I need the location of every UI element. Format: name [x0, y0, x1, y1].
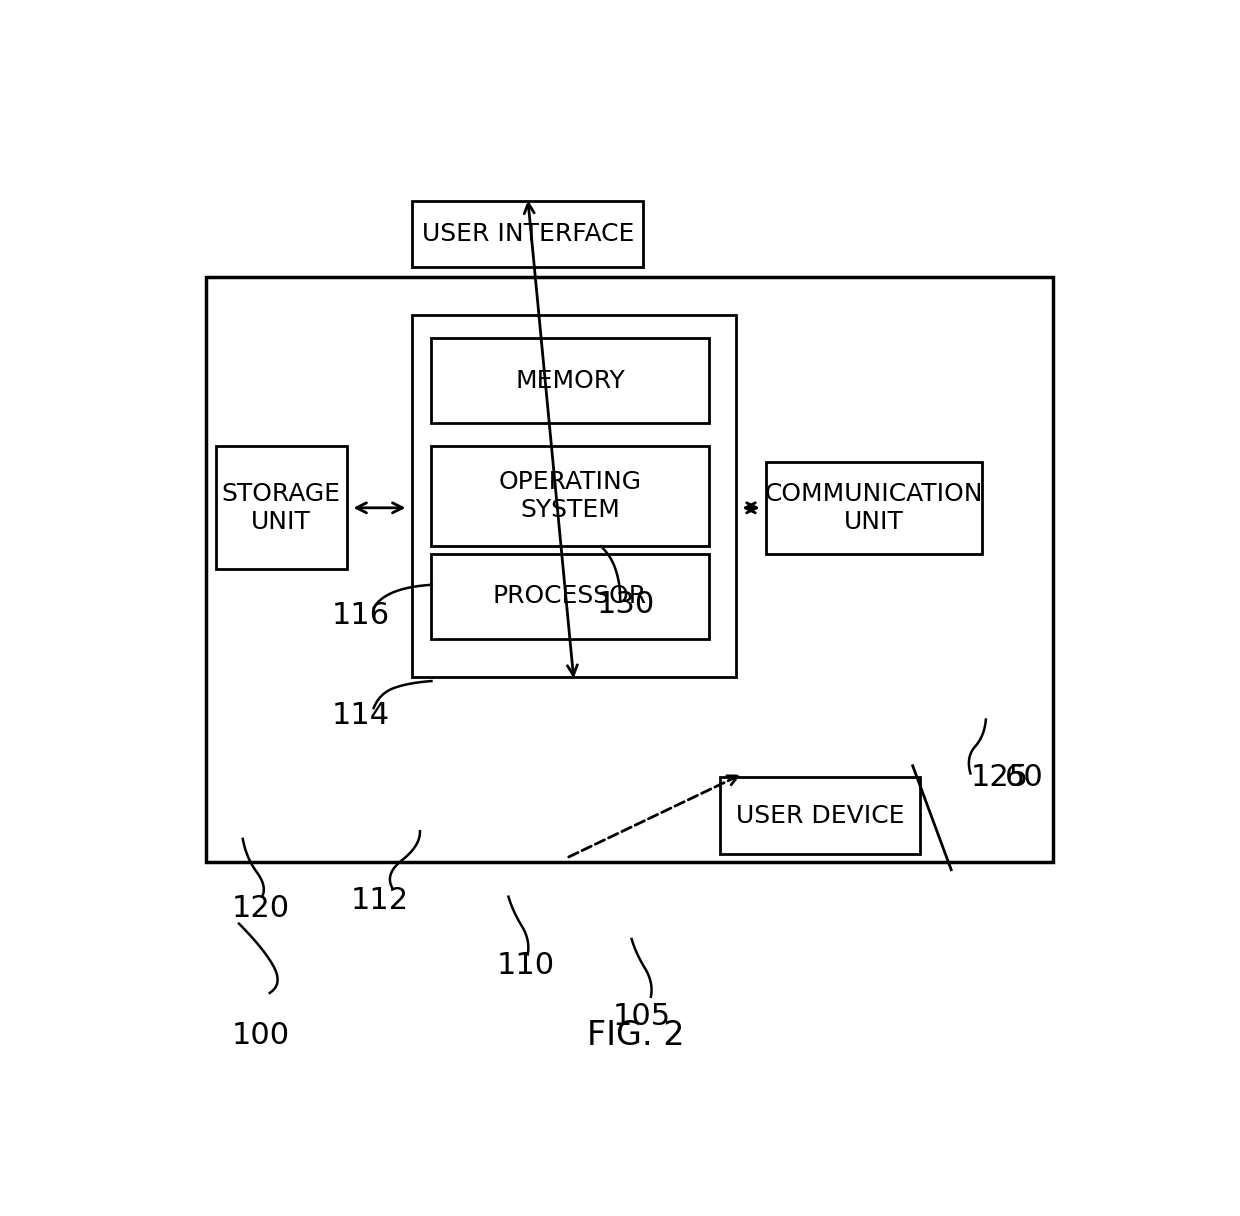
Text: 114: 114 [331, 702, 389, 731]
Text: 130: 130 [596, 590, 655, 619]
Bar [432, 446, 708, 546]
Bar [720, 777, 920, 855]
Text: 120: 120 [231, 894, 289, 923]
Text: USER INTERFACE: USER INTERFACE [422, 223, 634, 246]
Bar [412, 202, 644, 266]
Text: 105: 105 [613, 1002, 671, 1030]
Bar [216, 446, 347, 569]
Text: STORAGE
UNIT: STORAGE UNIT [222, 482, 341, 534]
Bar [432, 554, 708, 638]
Text: MEMORY: MEMORY [515, 368, 625, 393]
Text: OPERATING
SYSTEM: OPERATING SYSTEM [498, 471, 641, 522]
Text: USER DEVICE: USER DEVICE [737, 804, 904, 828]
Text: PROCESSOR: PROCESSOR [494, 585, 647, 608]
Text: 125: 125 [971, 762, 1028, 792]
Text: 112: 112 [351, 886, 409, 914]
Text: 60: 60 [1006, 762, 1044, 792]
Bar [432, 338, 708, 423]
Bar [766, 462, 982, 554]
Text: COMMUNICATION
UNIT: COMMUNICATION UNIT [765, 482, 983, 534]
Text: 100: 100 [231, 1020, 289, 1049]
Bar [412, 315, 735, 677]
Text: 110: 110 [497, 951, 556, 980]
Text: 116: 116 [331, 601, 389, 630]
Text: FIG. 2: FIG. 2 [587, 1019, 684, 1052]
Bar [206, 277, 1053, 862]
